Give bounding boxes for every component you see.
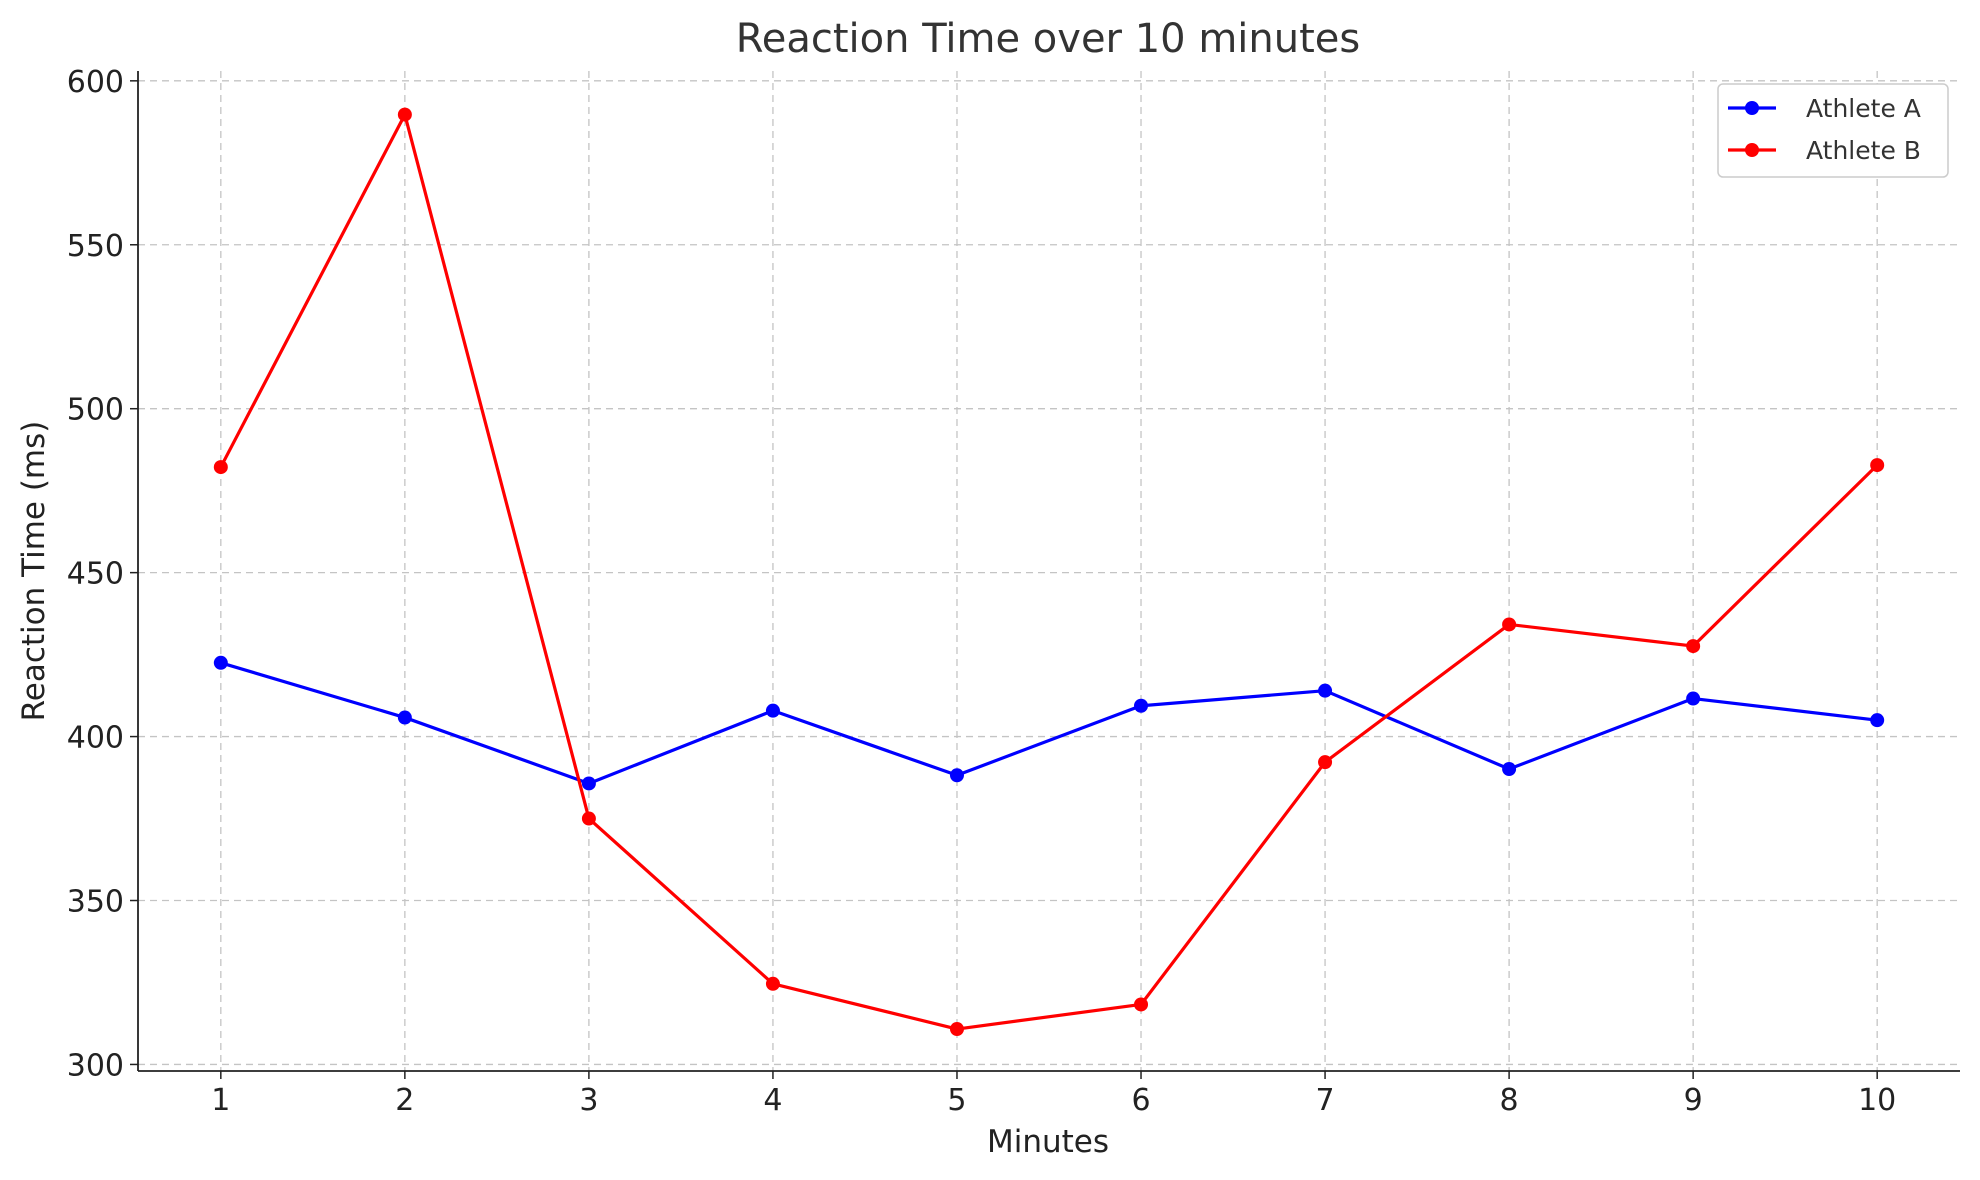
data-point — [1686, 691, 1701, 706]
y-tick-label: 600 — [67, 65, 124, 100]
x-tick-label: 7 — [1316, 1083, 1335, 1118]
x-tick-label: 5 — [947, 1083, 966, 1118]
data-point — [397, 107, 412, 122]
data-point — [765, 703, 780, 718]
x-tick-label: 6 — [1131, 1083, 1150, 1118]
x-tick-label: 3 — [579, 1083, 598, 1118]
data-point — [1686, 639, 1701, 654]
data-point — [581, 776, 596, 791]
legend: Athlete A Athlete B — [1717, 83, 1949, 178]
chart-title: Reaction Time over 10 minutes — [736, 16, 1361, 62]
y-axis-label: Reaction Time (ms) — [16, 421, 52, 722]
legend-item: Athlete B — [1728, 136, 1921, 165]
y-tick-label: 400 — [67, 721, 124, 756]
y-tick-label: 550 — [67, 229, 124, 264]
x-tick-label: 4 — [763, 1083, 782, 1118]
legend-label: Athlete B — [1806, 136, 1921, 165]
x-axis-label: Minutes — [987, 1124, 1109, 1160]
data-point — [949, 1022, 964, 1037]
series-line — [220, 661, 1878, 786]
x-tick-label: 2 — [395, 1083, 414, 1118]
legend-item: Athlete A — [1728, 94, 1921, 123]
data-point — [397, 710, 412, 725]
data-point — [949, 768, 964, 783]
y-tick-label: 300 — [67, 1048, 124, 1083]
data-point — [1134, 698, 1149, 713]
data-point — [1318, 683, 1333, 698]
series-layer — [213, 107, 1885, 1037]
data-point — [213, 655, 228, 670]
legend-marker — [1745, 143, 1759, 157]
series-line — [219, 113, 1879, 1031]
legend-marker — [1745, 101, 1759, 115]
data-point — [213, 460, 228, 475]
data-point — [1870, 458, 1885, 473]
y-tick-label: 500 — [67, 393, 124, 428]
data-point — [581, 811, 596, 826]
data-point — [1134, 997, 1149, 1012]
y-tick-label: 450 — [67, 557, 124, 592]
data-point — [765, 976, 780, 991]
x-tick-label: 10 — [1858, 1083, 1896, 1118]
data-point — [1870, 713, 1885, 728]
grid — [138, 71, 1960, 1071]
y-tick-label: 350 — [67, 885, 124, 920]
axes: 1 2 3 4 5 6 7 8 9 10 300 350 400 450 500 550 600 — [67, 65, 1960, 1118]
series-athlete-b — [213, 107, 1885, 1037]
data-point — [1502, 762, 1517, 777]
data-point — [1502, 617, 1517, 632]
x-tick-label: 1 — [211, 1083, 230, 1118]
legend-label: Athlete A — [1806, 94, 1921, 123]
x-tick-label: 9 — [1684, 1083, 1703, 1118]
x-tick-label: 8 — [1500, 1083, 1519, 1118]
series-athlete-a — [213, 655, 1885, 791]
data-point — [1318, 755, 1333, 770]
